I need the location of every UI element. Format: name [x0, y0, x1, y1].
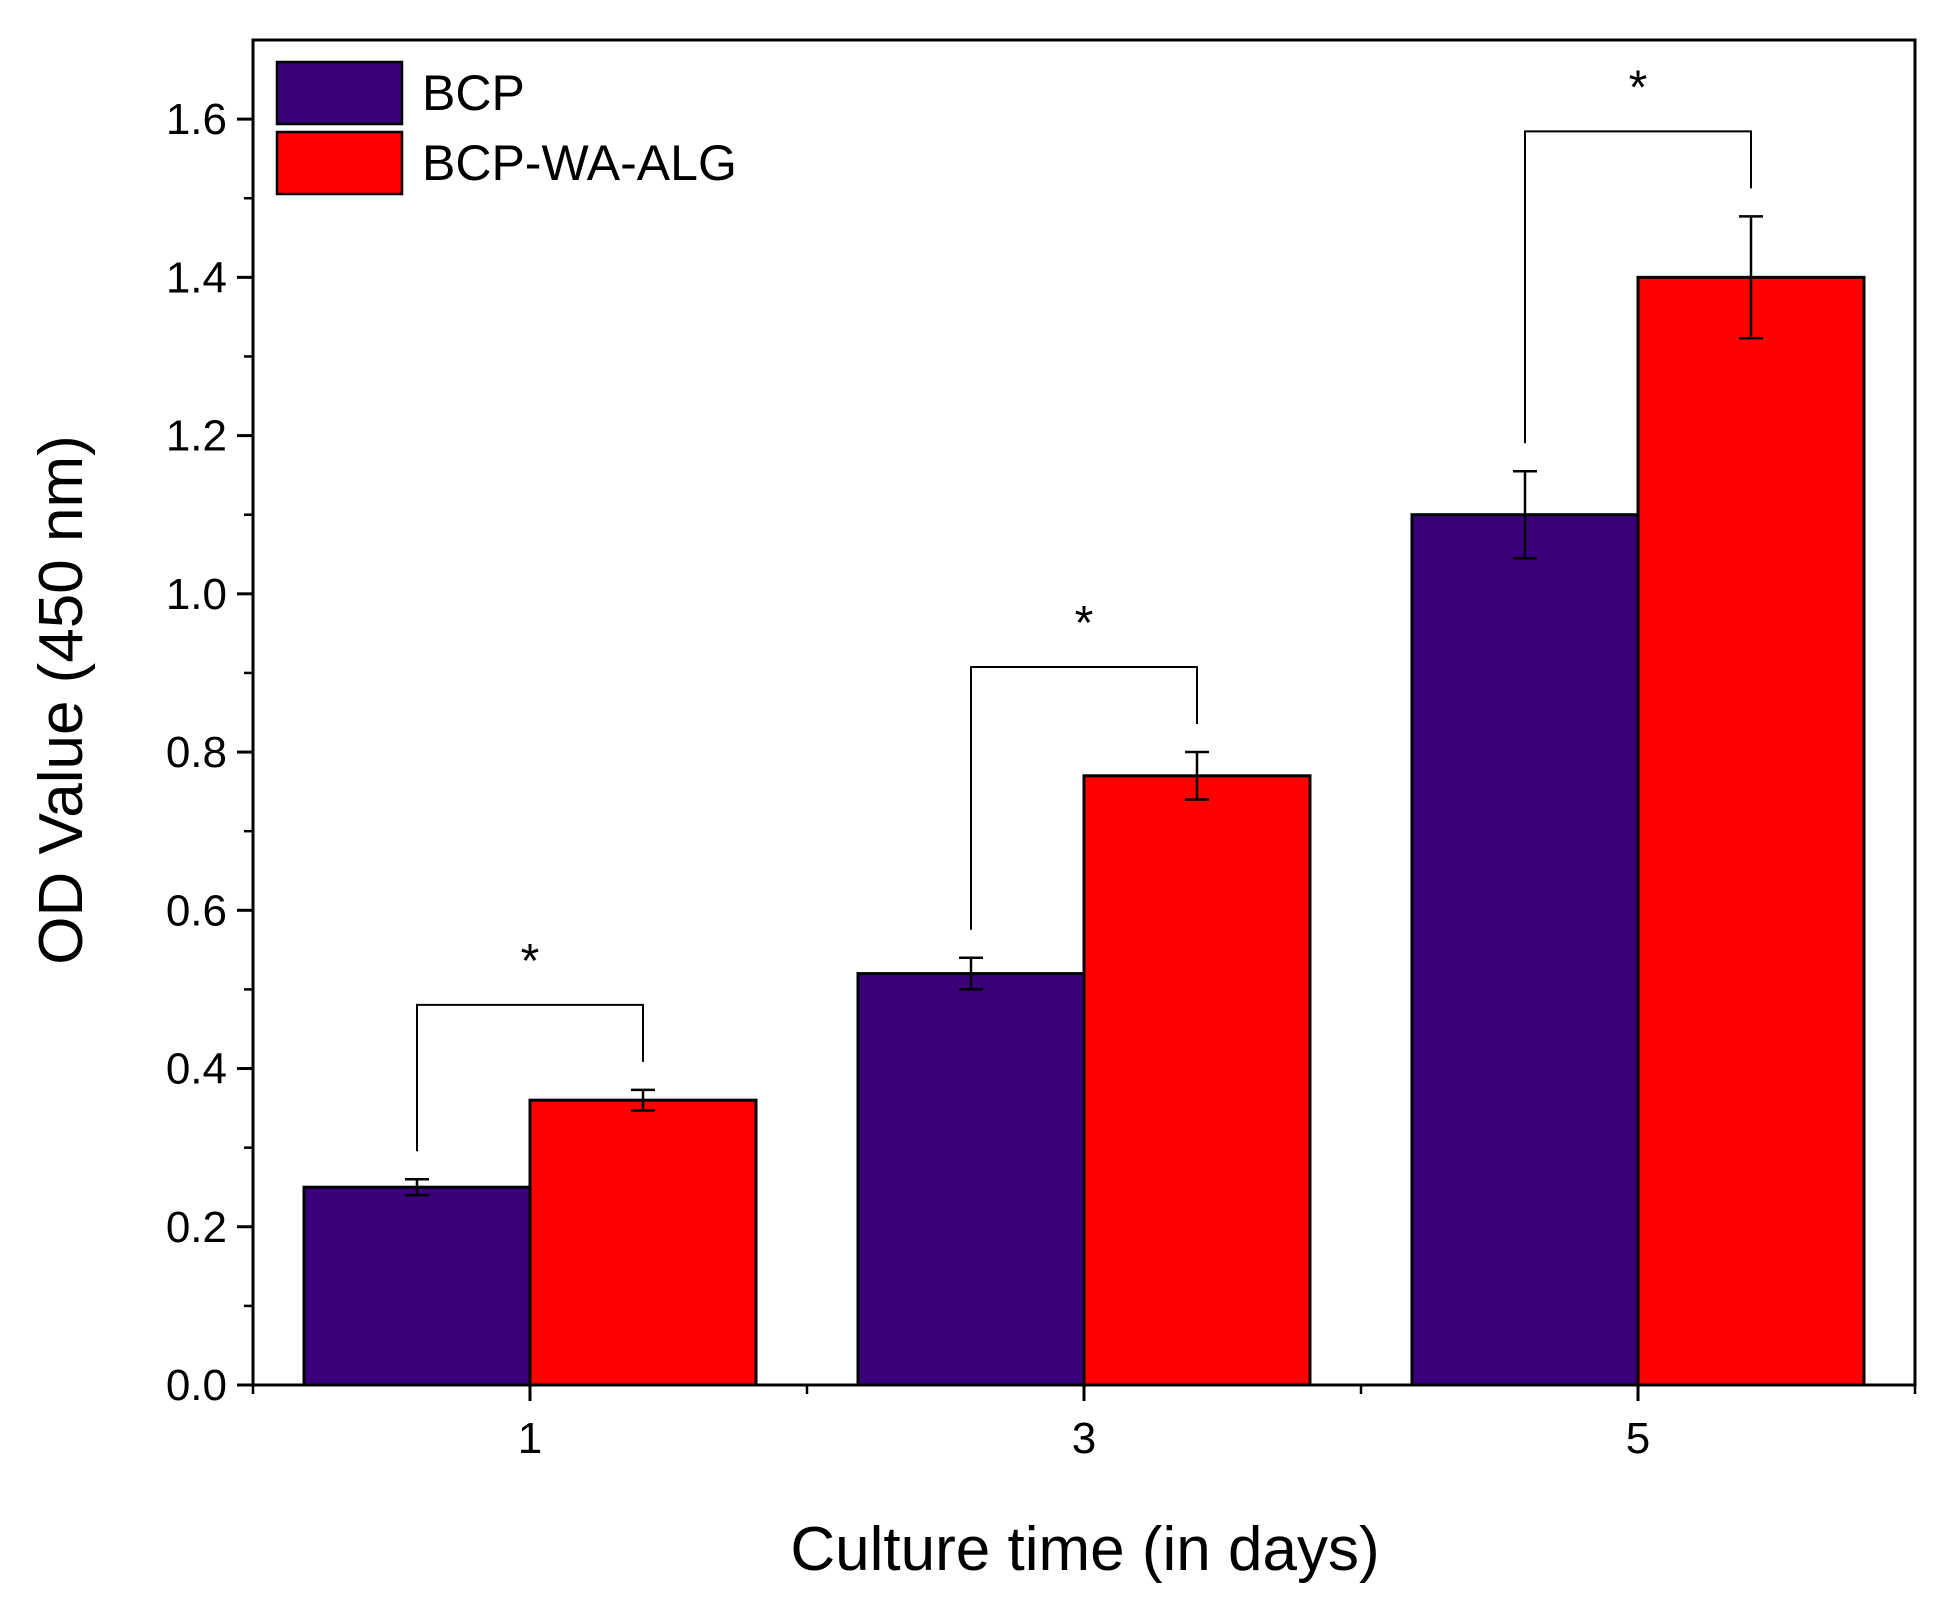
- y-tick-label: 1.6: [166, 95, 227, 144]
- legend: BCP BCP-WA-ALG: [275, 60, 737, 196]
- legend-item-bcp-wa-alg: BCP-WA-ALG: [275, 130, 737, 196]
- y-tick-label: 0.8: [166, 728, 227, 777]
- x-tick-label: 3: [1072, 1414, 1096, 1463]
- x-tick-label: 1: [518, 1414, 542, 1463]
- error-bars-layer: [405, 215, 1763, 1197]
- legend-label: BCP: [422, 65, 525, 121]
- legend-label: BCP-WA-ALG: [422, 135, 737, 191]
- bracket-line: [416, 1003, 644, 1152]
- bracket-line: [1524, 130, 1752, 444]
- significance-marker: *: [1629, 61, 1648, 114]
- bar-bcp-wa-alg-day-1: [528, 1098, 758, 1387]
- legend-swatch: [275, 130, 404, 196]
- bar-bcp-day-1: [302, 1185, 532, 1387]
- significance-bracket-day-3: *: [970, 597, 1198, 930]
- bars-layer: [302, 275, 1866, 1387]
- significance-bracket-day-1: *: [416, 935, 644, 1152]
- y-tick-label: 0.2: [166, 1203, 227, 1252]
- y-tick-label: 0.4: [166, 1045, 227, 1094]
- significance-bracket-day-5: *: [1524, 61, 1752, 444]
- significance-layer: * * *: [416, 61, 1752, 1152]
- bar-bcp-day-3: [856, 972, 1086, 1387]
- legend-swatch: [275, 60, 404, 126]
- y-tick-label: 1.4: [166, 253, 227, 302]
- error-bar-bcp-day-3: [959, 956, 983, 991]
- error-bar-bcp-day-1: [405, 1178, 429, 1197]
- axes-layer: 0.0 0.2 0.4 0.6 0.8 1.0 1.2 1.4 1.6 1 3 5: [166, 38, 1917, 1463]
- error-bar-bcp-wa-alg-day-1: [631, 1088, 655, 1112]
- y-tick-label: 0.6: [166, 886, 227, 935]
- bar-bcp-wa-alg-day-5: [1636, 275, 1866, 1387]
- error-bar-bcp-wa-alg-day-5: [1739, 215, 1763, 340]
- error-bar-bcp-day-5: [1513, 469, 1537, 560]
- bracket-line: [970, 666, 1198, 930]
- x-axis-title: Culture time (in days): [790, 1515, 1379, 1584]
- x-tick-label: 5: [1626, 1414, 1650, 1463]
- y-tick-label: 0.0: [166, 1361, 227, 1410]
- y-tick-label: 1.0: [166, 570, 227, 619]
- significance-marker: *: [521, 935, 540, 988]
- bar-bcp-day-5: [1410, 513, 1640, 1387]
- error-bar-bcp-wa-alg-day-3: [1185, 750, 1209, 801]
- significance-marker: *: [1075, 597, 1094, 650]
- bar-bcp-wa-alg-day-3: [1082, 774, 1312, 1387]
- y-tick-label: 1.2: [166, 412, 227, 461]
- legend-item-bcp: BCP: [275, 60, 525, 126]
- y-axis-title: OD Value (450 nm): [27, 435, 96, 965]
